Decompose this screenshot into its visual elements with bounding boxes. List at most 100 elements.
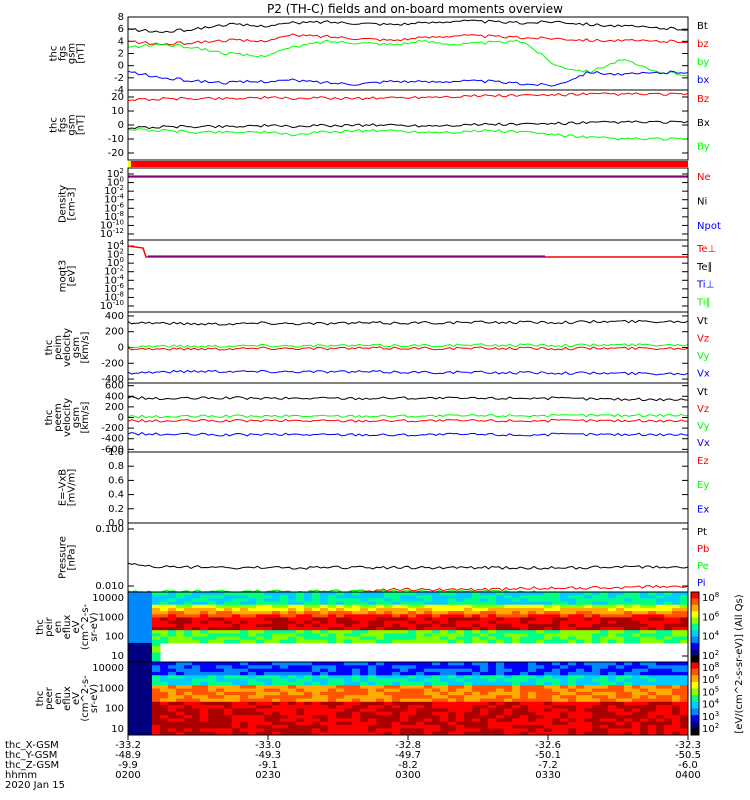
spectrogram-cell	[552, 718, 561, 723]
spectrogram-cell	[320, 728, 329, 733]
spectrogram-cell	[472, 681, 481, 686]
spectrogram-cell	[328, 731, 337, 736]
spectrogram-cell	[232, 701, 241, 706]
spectrogram-cell	[384, 725, 393, 729]
spectrogram-cell	[352, 675, 361, 680]
spectrogram-cell	[528, 708, 537, 713]
spectrogram-cell	[448, 665, 457, 670]
spectrogram-cell	[584, 711, 593, 716]
spectrogram-cell	[648, 728, 657, 733]
spectrogram-cell	[600, 592, 609, 596]
spectrogram-cell	[256, 630, 265, 634]
spectrogram-cell	[456, 592, 465, 596]
spectrogram-cell	[608, 601, 617, 606]
spectrogram-cell	[368, 701, 377, 706]
spectrogram-cell	[528, 668, 537, 673]
spectrogram-cell	[288, 595, 297, 599]
spectrogram-cell	[392, 604, 401, 609]
spectrogram-cell	[640, 731, 649, 736]
spectrogram-cell	[320, 636, 329, 641]
spectrogram-cell	[160, 711, 169, 716]
spectrogram-cell	[160, 633, 169, 638]
spectrogram-cell	[136, 681, 145, 686]
spectrogram-cell	[368, 715, 377, 719]
spectrogram-cell	[328, 592, 337, 596]
spectrogram-cell	[568, 604, 577, 609]
colorbar-bottom-swatch	[691, 662, 699, 670]
spectrogram-cell	[464, 725, 473, 729]
spectrogram-cell	[240, 607, 249, 612]
spectrogram-cell	[136, 607, 145, 612]
spectrogram-cell	[560, 592, 569, 596]
spectrogram-cell	[384, 708, 393, 713]
spectrogram-cell	[496, 662, 505, 666]
spectrogram-cell	[472, 607, 481, 612]
ytick-label: -20	[108, 148, 124, 159]
spectrogram-cell	[664, 675, 673, 680]
spectrogram-cell	[648, 701, 657, 706]
spectrogram-cell	[296, 708, 305, 713]
spectrogram-cell	[224, 731, 233, 736]
spectrogram-cell	[552, 633, 561, 638]
spectrogram-cell	[664, 698, 673, 703]
spectrogram-cell	[648, 636, 657, 641]
spectrogram-cell	[272, 665, 281, 670]
spectrogram-cell	[152, 658, 161, 663]
spectrogram-cell	[352, 731, 361, 736]
ytick-label: 0.6	[108, 475, 124, 486]
spectrogram-cell	[568, 662, 577, 666]
spectrogram-cell	[200, 620, 209, 625]
spectrogram-cell	[672, 668, 681, 673]
spectrogram-cell	[552, 721, 561, 726]
spectrogram-cell	[456, 728, 465, 733]
spectrogram-cell	[568, 639, 577, 644]
spectrogram-cell	[448, 668, 457, 673]
spectrogram-cell	[648, 708, 657, 713]
spectrogram-cell	[512, 678, 521, 683]
spectrogram-cell	[376, 731, 385, 736]
spectrogram-cell	[272, 614, 281, 618]
colorbar-bottom-swatch	[691, 708, 699, 716]
spectrogram-cell	[168, 665, 177, 670]
spectrogram-cell	[616, 611, 625, 615]
spectrogram-cell	[392, 665, 401, 670]
spectrogram-cell	[520, 708, 529, 713]
spectrogram-cell	[448, 718, 457, 723]
spectrogram-cell	[656, 725, 665, 729]
ytick-label: 10	[111, 106, 124, 117]
spectrogram-cell	[504, 721, 513, 726]
legend-Vt: Vt	[697, 316, 708, 327]
spectrogram-cell	[144, 639, 153, 644]
spectrogram-cell	[280, 627, 289, 631]
spectrogram-cell	[424, 668, 433, 673]
spectrogram-cell	[504, 614, 513, 618]
spectrogram-cell	[488, 592, 497, 596]
spectrogram-cell	[400, 668, 409, 673]
spectrogram-cell	[168, 715, 177, 719]
spectrogram-cell	[200, 630, 209, 634]
spectrogram-cell	[360, 701, 369, 706]
spectrogram-cell	[640, 620, 649, 625]
spectrogram-cell	[496, 678, 505, 683]
spectrogram-cell	[672, 681, 681, 686]
spectrogram-cell	[440, 627, 449, 631]
spectrogram-cell	[600, 601, 609, 606]
spectrogram-cell	[224, 675, 233, 680]
spectrogram-cell	[624, 698, 633, 703]
spectrogram-cell	[384, 691, 393, 696]
spectrogram-cell	[184, 633, 193, 638]
spectrogram-cell	[240, 685, 249, 690]
spectrogram-cell	[360, 685, 369, 690]
spectrogram-cell	[144, 728, 153, 733]
spectrogram-cell	[512, 611, 521, 615]
spectrogram-cell	[336, 611, 345, 615]
spectrogram-cell	[440, 601, 449, 606]
spectrogram-cell	[144, 642, 153, 647]
colorbar-top-tick: 108	[702, 591, 719, 604]
spectrogram-cell	[608, 675, 617, 680]
spectrogram-cell	[544, 617, 553, 622]
spectrogram-cell	[128, 691, 137, 696]
spectrogram-cell	[600, 671, 609, 676]
spectrogram-cell	[504, 711, 513, 716]
spectrogram-cell	[232, 685, 241, 690]
